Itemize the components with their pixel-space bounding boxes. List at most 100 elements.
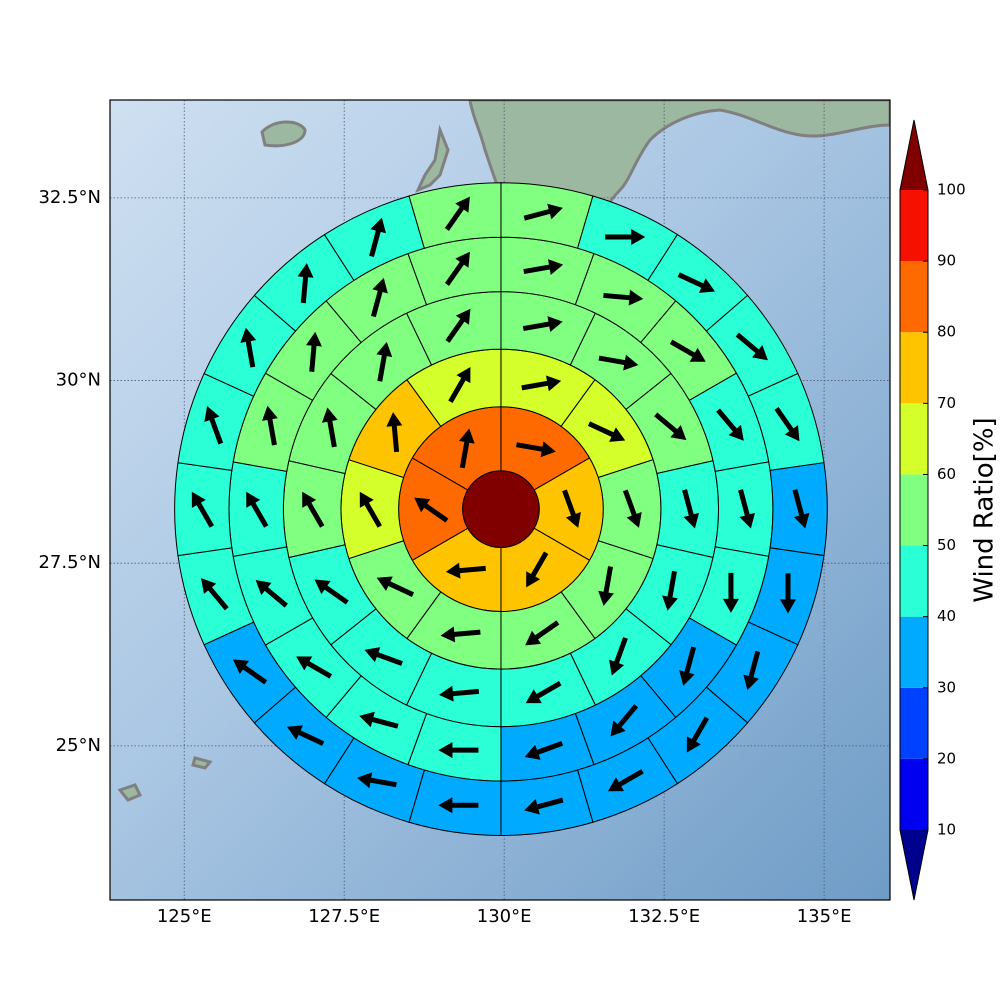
wind-arrow [722,572,739,613]
wind-arrow [521,375,562,392]
wind-arrow [232,659,268,685]
wind-arrow [598,566,614,606]
wind-arrow [414,497,449,523]
wind-arrow [444,251,470,286]
colorbar-tick-label: 20 [937,749,956,767]
wind-arrow [610,704,639,737]
y-tick-label: 30°N [56,370,101,391]
wind-arrow [682,489,700,529]
wind-arrow [622,489,642,528]
wind-arrow [262,405,278,446]
wind-arrow [376,576,415,597]
wind-arrow [525,620,560,646]
colorbar-segment [900,687,928,759]
colorbar-extend-high [900,120,928,190]
colorbar-segment [900,190,928,262]
colorbar-segment [900,758,928,830]
wind-arrow [686,716,710,753]
wind-arrow [359,711,399,729]
wind-arrow [516,441,556,458]
wind-arrow [286,725,325,746]
colorbar-segment [900,474,928,546]
wind-arrow [526,551,549,588]
wind-arrow [359,491,382,528]
wind-arrow [738,489,755,529]
sectors [174,182,828,836]
colorbar-tick-label: 50 [937,536,956,554]
wind-arrow [603,289,644,306]
wind-arrow [523,203,563,221]
wind-arrow [523,259,564,275]
y-tick-label: 32.5°N [38,187,101,208]
colorbar-segment [900,403,928,475]
colorbar-tick-label: 90 [937,252,956,270]
wind-arrow [321,407,338,448]
wind-arrow [735,332,768,361]
colorbar-tick-label: 30 [937,678,956,696]
wind-arrow [356,772,397,789]
colorbar: 10 20 30 40 50 60 70 80 90 100 [899,119,966,901]
wind-arrow [369,217,386,257]
colorbar-tick-label: 10 [937,821,956,839]
colorbar-label: Wind Ratio[%] [970,417,1000,602]
wind-arrow [679,646,697,686]
wind-arrow [607,769,644,792]
wind-arrow [774,407,800,442]
map-frame [109,99,891,901]
wind-arrow [255,579,288,608]
wind-arrow [716,408,744,441]
colorbar-segment [900,332,928,404]
wind-arrow [296,656,333,679]
tick-labels: 125°E 127.5°E 130°E 132.5°E 135°E 25°N 27.5°N 3… [38,187,851,927]
wind-arrow [779,573,796,614]
wind-arrow [297,263,314,304]
wind-arrow [306,331,322,372]
wind-arrow [370,277,388,318]
wind-arrow [376,341,393,382]
wind-arrow [445,308,471,343]
x-tick-label: 135°E [797,906,852,927]
colorbar-tick-label: 40 [937,607,956,625]
y-tick-label: 27.5°N [38,552,101,573]
wind-arrow [743,650,761,691]
wind-arrow [669,339,706,362]
wind-arrow [524,740,564,760]
wind-arrow [522,316,563,332]
wind-arrow [438,797,479,814]
wind-arrow [448,367,471,403]
wind-arrow [438,742,479,759]
wind-arrow [609,637,628,676]
colorbar-tick-label: 70 [937,394,956,412]
wind-arrow [677,272,715,293]
wind-arrow [598,354,639,371]
wind-arrow [445,562,486,579]
x-tick-label: 130°E [477,906,532,927]
wind-arrow [439,685,480,702]
wind-arrow [240,327,257,368]
wind-arrow [587,421,626,442]
colorbar-tick-label: 80 [937,323,956,341]
colorbar-tick-label: 60 [937,465,956,483]
x-tick-label: 127.5°E [308,906,380,927]
wind-arrow [440,626,481,643]
wind-arrow [562,489,581,528]
wind-arrow [191,491,214,528]
colorbar-tick-label: 100 [937,181,966,199]
wind-arrow [654,412,687,441]
wind-arrow [792,489,810,529]
x-tick-label: 132.5°E [628,906,700,927]
colorbar-segment [900,545,928,617]
wind-arrow [458,428,475,469]
wind-arrow [605,229,646,246]
wind-arrow [246,491,269,528]
wind-arrow [524,797,564,815]
arrows [191,196,810,815]
wind-arrow [444,196,470,231]
wind-arrow [302,491,325,528]
wind-arrow [364,647,403,666]
wind-arrow [314,579,349,605]
wind-arrow [204,406,224,445]
wind-arrow [525,680,562,704]
y-tick-label: 25°N [56,735,101,756]
